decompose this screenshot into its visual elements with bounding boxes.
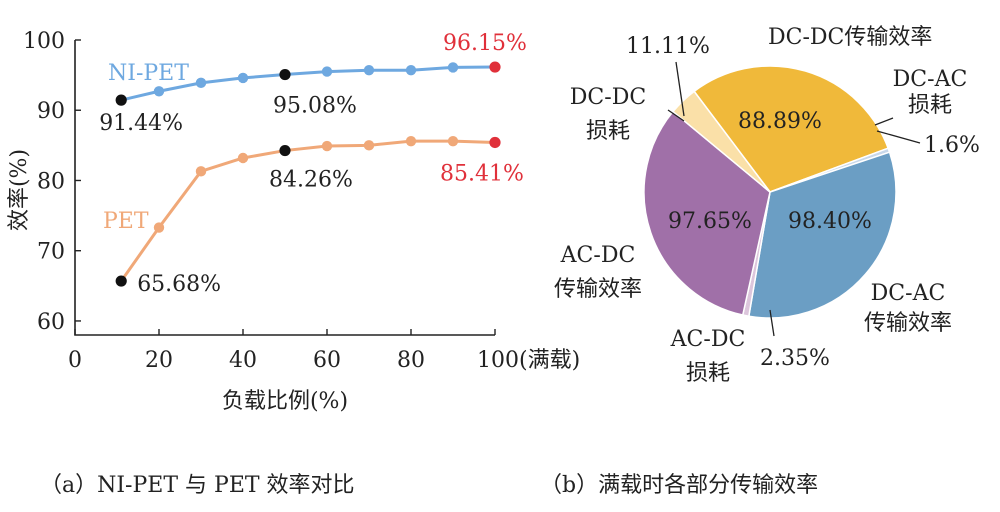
- series-line-ni-pet: [120, 65, 496, 102]
- label-dcac-loss-l1: DC-AC: [893, 67, 968, 92]
- y-tick-label: 100: [23, 29, 65, 54]
- data-label: 65.68%: [137, 272, 221, 297]
- highlight-point: [279, 68, 291, 81]
- series-point-pet: [363, 140, 375, 151]
- x-tick-label: 80: [397, 348, 425, 373]
- pie-value-acdc-loss: 2.35%: [760, 346, 830, 371]
- data-label: 91.44%: [99, 111, 183, 136]
- series-label-ni-pet: NI-PET: [108, 61, 189, 86]
- highlight-point: [279, 144, 291, 157]
- pie-value-acdc-eff: 97.65%: [668, 209, 752, 234]
- highlight-point: [115, 94, 127, 106]
- leader-dcac-loss-value: [876, 130, 921, 144]
- label-dcac-loss-l2: 损耗: [908, 93, 952, 118]
- series-point-ni-pet: [153, 86, 165, 97]
- x-tick-label: 60: [313, 348, 341, 373]
- pie-value-dcdc-loss: 11.11%: [626, 34, 710, 59]
- caption-b: （b）满载时各部分传输效率: [540, 473, 818, 498]
- y-axis-label: 效率(%): [7, 149, 32, 231]
- series-point-pet: [237, 152, 249, 164]
- pie-slice-acdc-eff: [643, 110, 771, 316]
- label-dcdc-loss-l1: DC-DC: [570, 85, 646, 110]
- highlight-point: [489, 61, 501, 73]
- label-acdc-loss-l2: 损耗: [686, 361, 730, 386]
- series-point-ni-pet: [195, 77, 207, 89]
- label-acdc-loss-l1: AC-DC: [670, 327, 746, 352]
- leader-dcdc-loss: [667, 109, 685, 122]
- data-label: 85.41%: [440, 161, 524, 186]
- x-tick-label: 0: [68, 348, 82, 373]
- pie-slice-dcac-eff: [747, 151, 897, 319]
- y-tick-label: 80: [37, 169, 65, 194]
- series-point-ni-pet: [447, 62, 459, 73]
- leader-dcdc-loss-value: [675, 61, 685, 117]
- y-tick-label: 60: [37, 310, 65, 335]
- data-label: 96.15%: [443, 31, 527, 56]
- data-label: 84.26%: [269, 168, 353, 193]
- highlight-point: [115, 275, 127, 287]
- leader-dcac-loss: [874, 117, 894, 126]
- series-point-ni-pet: [363, 65, 375, 76]
- x-tick-label: 40: [229, 348, 257, 373]
- data-label: 95.08%: [273, 94, 357, 119]
- pie-chart: 88.89%1.6%98.40%2.35%97.65%11.11% DC-DC传…: [540, 25, 980, 498]
- series-point-ni-pet: [237, 72, 249, 84]
- series-line-pet: [119, 139, 496, 282]
- series-point-ni-pet: [321, 66, 333, 77]
- label-dcdc-loss-l2: 损耗: [586, 119, 630, 144]
- label-dcac-eff-l1: DC-AC: [871, 281, 946, 306]
- y-tick-label: 70: [37, 240, 65, 265]
- y-tick-label: 90: [37, 99, 65, 124]
- x-axis-label: 负载比例(%): [222, 389, 348, 414]
- caption-a: （a）NI-PET 与 PET 效率对比: [40, 473, 355, 498]
- x-tick-label: 20: [145, 348, 173, 373]
- leader-acdc-loss: [769, 309, 775, 337]
- series-point-pet: [447, 135, 459, 147]
- series-point-pet: [405, 135, 417, 147]
- pie-value-dcac-loss: 1.6%: [924, 133, 980, 158]
- label-acdc-eff-l2: 传输效率: [554, 277, 642, 302]
- highlight-point: [489, 136, 501, 149]
- series-point-pet: [195, 166, 207, 177]
- x-tick-label: 100(满载): [477, 348, 580, 373]
- series-point-ni-pet: [405, 65, 417, 76]
- pie-value-dcdc-eff: 88.89%: [738, 109, 822, 134]
- label-dcdc-eff: DC-DC传输效率: [768, 25, 932, 50]
- pie-value-dcac-eff: 98.40%: [788, 209, 872, 234]
- series-point-pet: [153, 222, 165, 233]
- label-dcac-eff-l2: 传输效率: [864, 311, 952, 336]
- pie-slice-dcdc-loss: [671, 90, 771, 193]
- line-chart: 0 20 40 60 80 100(满载) 60 70 80 90 100 负载比例(%) 效率(…: [7, 29, 580, 498]
- label-acdc-eff-l1: AC-DC: [560, 243, 636, 268]
- series-label-pet: PET: [103, 209, 149, 234]
- series-point-pet: [321, 140, 333, 152]
